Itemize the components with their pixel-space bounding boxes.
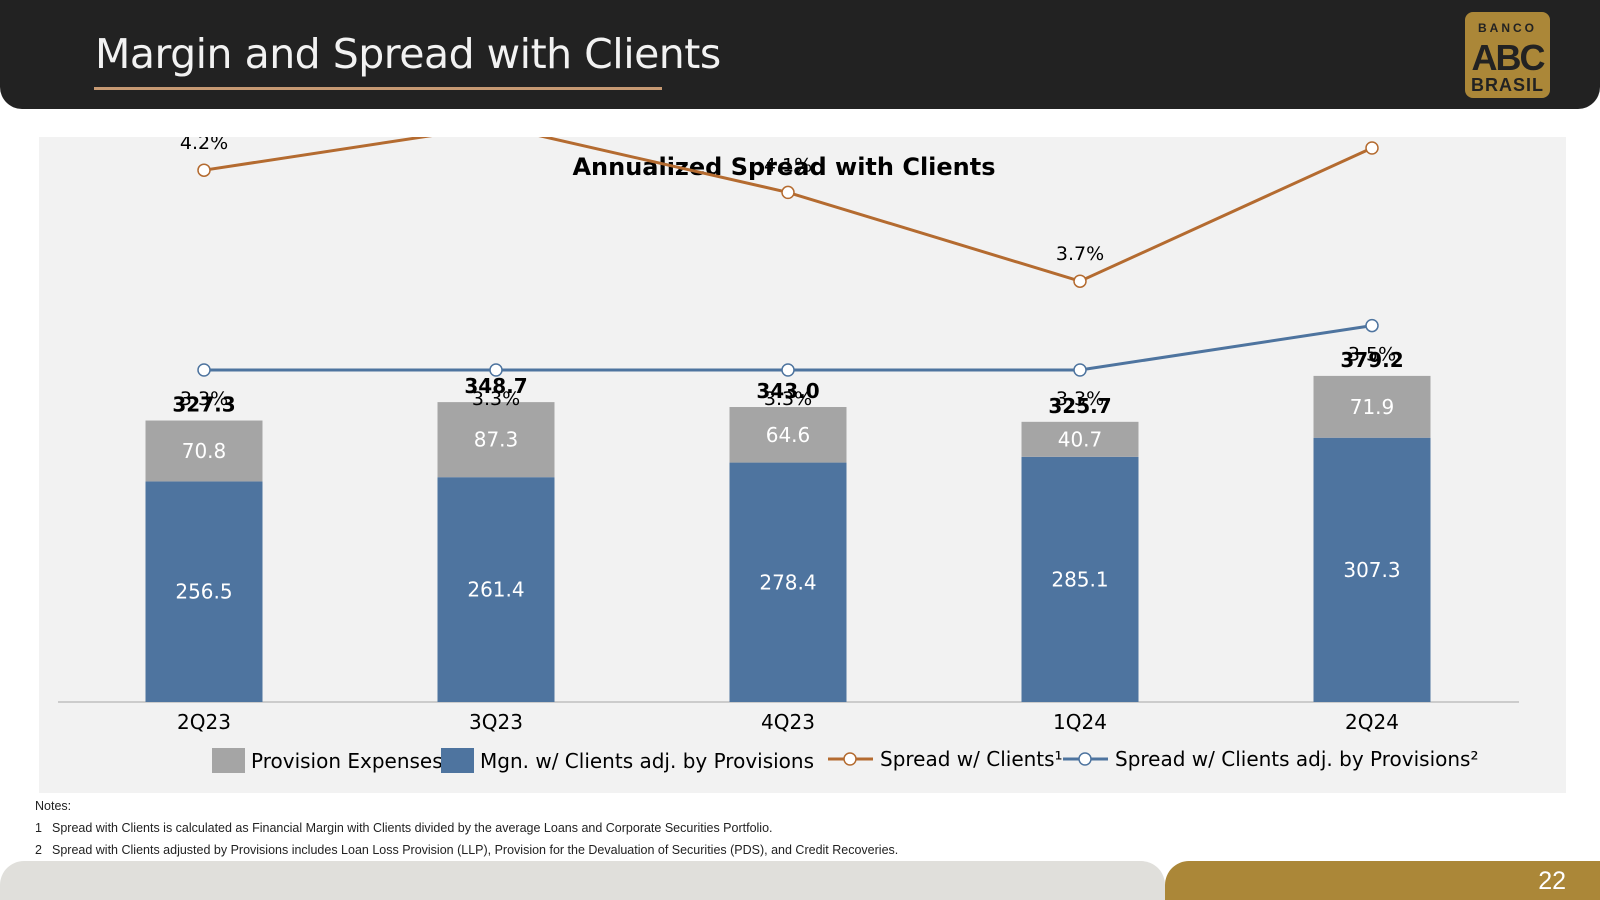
margin-value-label: 278.4	[759, 570, 816, 594]
spread-label: 3.7%	[1056, 243, 1104, 265]
spread-adj-label: 3.3%	[472, 388, 520, 410]
margin-bar	[437, 477, 555, 702]
legend-swatch-provision	[212, 748, 245, 773]
spread-adj-label: 3.3%	[1056, 388, 1104, 410]
provision-bar	[145, 420, 263, 482]
total-value-label: 348.7	[464, 374, 527, 398]
margin-value-label: 285.1	[1051, 567, 1108, 591]
header-bar: Margin and Spread with Clients BANCO ABC…	[0, 0, 1600, 109]
provision-bar	[437, 402, 555, 478]
margin-value-label: 307.3	[1343, 558, 1400, 582]
spread-marker	[781, 185, 795, 200]
spread-adj-marker	[489, 363, 503, 377]
total-value-label: 325.7	[1048, 394, 1111, 418]
logo-line-1: BANCO	[1478, 21, 1537, 35]
legend-label-margin: Mgn. w/ Clients adj. by Provisions	[480, 749, 814, 773]
x-tick-label: 2Q23	[177, 710, 231, 734]
notes: Notes: 1 Spread with Clients is calculate…	[35, 795, 898, 861]
margin-bar	[1021, 456, 1139, 702]
page-number: 22	[1538, 867, 1566, 895]
provision-value-label: 70.8	[182, 439, 227, 463]
provision-bar	[1021, 421, 1139, 457]
x-tick-label: 3Q23	[469, 710, 523, 734]
spread-label: 4.1%	[764, 154, 812, 176]
legend-marker-spread	[843, 752, 857, 766]
provision-value-label: 71.9	[1350, 395, 1395, 419]
note-item: 1 Spread with Clients is calculated as Fi…	[35, 817, 898, 839]
spread-adj-label: 3.3%	[180, 388, 228, 410]
legend-label-spread-adj: Spread w/ Clients adj. by Provisions²	[1115, 747, 1478, 771]
x-tick-label: 4Q23	[761, 710, 815, 734]
spread-marker	[1365, 141, 1379, 155]
margin-bar	[145, 481, 263, 702]
title-underline	[94, 87, 662, 90]
total-value-label: 327.3	[172, 393, 235, 417]
footer-band	[0, 861, 1165, 900]
provision-bar	[1313, 375, 1431, 438]
logo-line-3: BRASIL	[1471, 75, 1544, 95]
margin-bar	[1313, 437, 1431, 702]
provision-bar	[729, 407, 847, 463]
x-tick-label: 1Q24	[1053, 710, 1107, 734]
notes-heading: Notes:	[35, 799, 72, 813]
chart-panel: Annualized Spread with Clients 256.5 70.8 3…	[39, 137, 1566, 793]
spread-adj-marker	[781, 363, 795, 377]
margin-bar	[729, 462, 847, 702]
spread-adj-marker	[197, 363, 211, 377]
legend-swatch-margin	[441, 748, 474, 773]
spread-adj-marker	[1365, 318, 1379, 333]
total-value-label: 343.0	[756, 379, 819, 403]
legend-marker-spread-adj	[1078, 752, 1092, 766]
provision-value-label: 87.3	[474, 428, 519, 452]
note-number: 1	[35, 821, 42, 835]
spread-marker	[197, 163, 211, 177]
note-item: 2 Spread with Clients adjusted by Provisi…	[35, 839, 898, 861]
provision-value-label: 40.7	[1058, 427, 1103, 451]
legend-label-spread: Spread w/ Clients¹	[880, 747, 1063, 771]
spread-chart: Annualized Spread with Clients 256.5 70.8 3…	[58, 137, 1519, 773]
page-title: Margin and Spread with Clients	[95, 30, 721, 78]
total-value-label: 379.2	[1340, 348, 1403, 372]
logo-line-2: ABC	[1471, 37, 1546, 78]
bank-logo: BANCO ABC BRASIL	[1465, 12, 1550, 98]
provision-value-label: 64.6	[766, 423, 811, 447]
note-number: 2	[35, 843, 42, 857]
spread-adj-label: 3.5%	[1348, 344, 1396, 366]
spread-marker	[1073, 274, 1087, 288]
footer-page-tab: 22	[1165, 861, 1600, 900]
legend-label-provision: Provision Expenses	[251, 749, 443, 773]
note-text: Spread with Clients is calculated as Fin…	[52, 821, 773, 835]
note-text: Spread with Clients adjusted by Provisio…	[52, 843, 899, 857]
spread-label: 4.2%	[180, 137, 228, 154]
margin-value-label: 261.4	[467, 578, 524, 602]
margin-value-label: 256.5	[175, 580, 232, 604]
x-tick-label: 2Q24	[1345, 710, 1399, 734]
spread-adj-marker	[1073, 363, 1087, 377]
spread-adj-label: 3.3%	[764, 388, 812, 410]
chart-title: Annualized Spread with Clients	[572, 153, 995, 181]
